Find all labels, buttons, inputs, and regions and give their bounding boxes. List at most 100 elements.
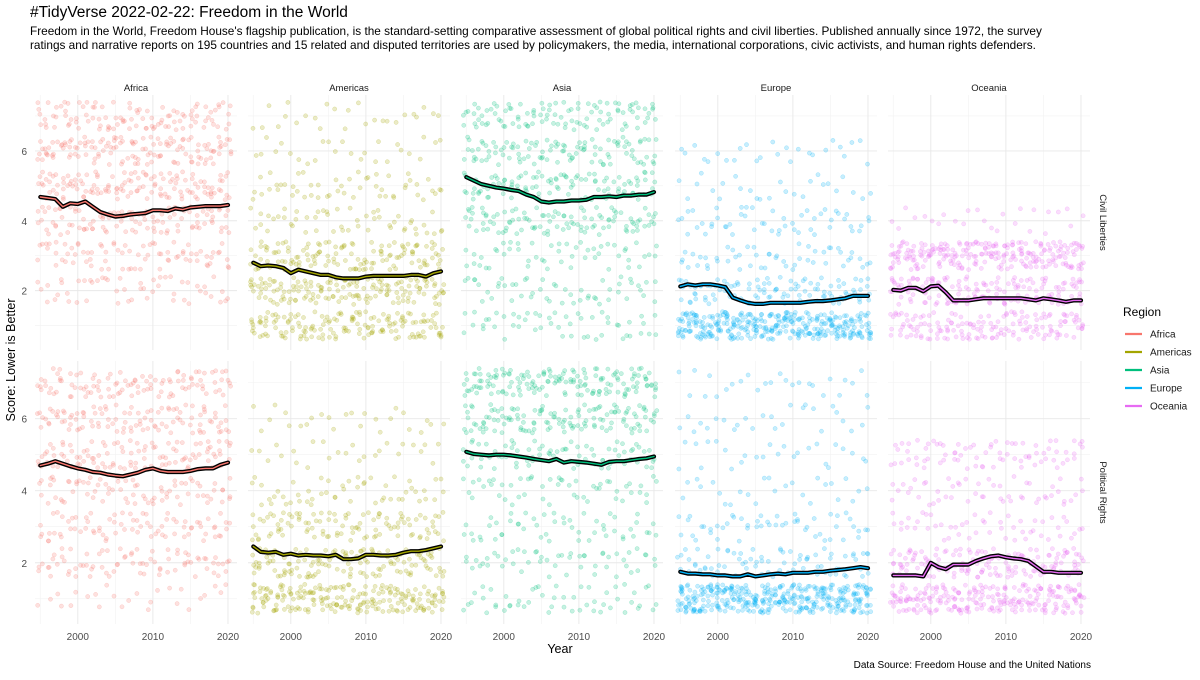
data-point-asia-political-rights: [575, 495, 579, 499]
data-point-africa-civil-liberties: [134, 124, 138, 128]
data-point-asia-civil-liberties: [608, 287, 612, 291]
data-point-africa-civil-liberties: [136, 253, 140, 257]
data-point-asia-civil-liberties: [486, 290, 490, 294]
data-point-africa-civil-liberties: [121, 160, 125, 164]
data-point-asia-political-rights: [539, 535, 543, 539]
data-point-asia-political-rights: [463, 393, 467, 397]
data-point-africa-civil-liberties: [85, 299, 89, 303]
data-point-europe-civil-liberties: [820, 319, 824, 323]
data-point-africa-political-rights: [94, 592, 98, 596]
data-point-americas-civil-liberties: [349, 252, 353, 256]
data-point-europe-civil-liberties: [767, 281, 771, 285]
data-point-europe-civil-liberties: [731, 248, 735, 252]
data-point-asia-civil-liberties: [597, 118, 601, 122]
data-point-asia-political-rights: [540, 385, 544, 389]
data-point-africa-civil-liberties: [67, 155, 71, 159]
data-point-africa-civil-liberties: [61, 187, 65, 191]
data-point-europe-civil-liberties: [688, 301, 692, 305]
data-point-oceania-civil-liberties: [905, 318, 909, 322]
data-point-africa-civil-liberties: [181, 251, 185, 255]
data-point-americas-civil-liberties: [327, 297, 331, 301]
data-point-europe-civil-liberties: [755, 159, 759, 163]
data-point-oceania-civil-liberties: [909, 267, 913, 271]
data-point-africa-civil-liberties: [195, 213, 199, 217]
data-point-africa-political-rights: [150, 441, 154, 445]
data-point-americas-civil-liberties: [438, 258, 442, 262]
data-point-americas-political-rights: [426, 599, 430, 603]
data-point-europe-political-rights: [683, 547, 687, 551]
data-point-africa-political-rights: [93, 489, 97, 493]
data-point-africa-political-rights: [120, 511, 124, 515]
data-point-americas-political-rights: [298, 511, 302, 515]
data-point-europe-political-rights: [688, 394, 692, 398]
data-point-europe-civil-liberties: [823, 207, 827, 211]
data-point-americas-civil-liberties: [391, 194, 395, 198]
data-point-africa-political-rights: [149, 418, 153, 422]
data-point-oceania-civil-liberties: [1051, 252, 1055, 256]
data-point-oceania-civil-liberties: [960, 322, 964, 326]
data-point-africa-political-rights: [96, 466, 100, 470]
data-point-africa-civil-liberties: [221, 101, 225, 105]
data-point-africa-political-rights: [48, 597, 52, 601]
data-point-oceania-civil-liberties: [966, 246, 970, 250]
data-point-asia-civil-liberties: [635, 228, 639, 232]
data-point-asia-political-rights: [478, 535, 482, 539]
data-point-europe-civil-liberties: [752, 228, 756, 232]
data-point-americas-political-rights: [377, 567, 381, 571]
data-point-europe-civil-liberties: [773, 326, 777, 330]
data-point-americas-civil-liberties: [414, 335, 418, 339]
data-point-africa-political-rights: [112, 520, 116, 524]
data-point-europe-civil-liberties: [731, 316, 735, 320]
data-point-asia-political-rights: [597, 393, 601, 397]
data-point-asia-civil-liberties: [476, 147, 480, 151]
data-point-asia-political-rights: [471, 538, 475, 542]
data-point-asia-political-rights: [653, 388, 657, 392]
data-point-asia-civil-liberties: [572, 301, 576, 305]
data-point-asia-political-rights: [579, 585, 583, 589]
data-point-americas-political-rights: [321, 529, 325, 533]
data-point-europe-civil-liberties: [843, 332, 847, 336]
data-point-oceania-civil-liberties: [1005, 246, 1009, 250]
data-point-americas-civil-liberties: [440, 228, 444, 232]
data-point-africa-civil-liberties: [206, 186, 210, 190]
data-point-africa-civil-liberties: [54, 173, 58, 177]
data-point-asia-civil-liberties: [642, 294, 646, 298]
data-point-americas-civil-liberties: [347, 177, 351, 181]
data-point-asia-civil-liberties: [579, 177, 583, 181]
data-point-americas-political-rights: [307, 489, 311, 493]
data-point-africa-political-rights: [133, 466, 137, 470]
data-point-asia-political-rights: [525, 382, 529, 386]
data-point-asia-civil-liberties: [585, 117, 589, 121]
data-point-asia-political-rights: [516, 376, 520, 380]
data-point-americas-civil-liberties: [333, 149, 337, 153]
data-point-europe-civil-liberties: [833, 325, 837, 329]
data-point-asia-political-rights: [463, 404, 467, 408]
data-point-oceania-civil-liberties: [1046, 210, 1050, 214]
data-point-americas-political-rights: [414, 563, 418, 567]
data-point-americas-political-rights: [327, 534, 331, 538]
data-point-africa-political-rights: [97, 388, 101, 392]
data-point-asia-political-rights: [489, 392, 493, 396]
data-point-asia-political-rights: [492, 467, 496, 471]
data-point-europe-political-rights: [706, 604, 710, 608]
data-point-oceania-civil-liberties: [974, 254, 978, 258]
data-point-asia-civil-liberties: [554, 144, 558, 148]
data-point-americas-political-rights: [366, 605, 370, 609]
data-point-asia-civil-liberties: [467, 138, 471, 142]
data-point-africa-political-rights: [75, 480, 79, 484]
data-point-americas-civil-liberties: [317, 336, 321, 340]
data-point-americas-civil-liberties: [372, 210, 376, 214]
data-point-asia-civil-liberties: [636, 197, 640, 201]
data-point-asia-political-rights: [477, 366, 481, 370]
data-point-oceania-civil-liberties: [1072, 284, 1076, 288]
data-point-asia-political-rights: [532, 427, 536, 431]
data-point-africa-civil-liberties: [178, 119, 182, 123]
data-point-europe-political-rights: [700, 525, 704, 529]
data-point-americas-civil-liberties: [395, 256, 399, 260]
data-point-asia-political-rights: [582, 495, 586, 499]
data-point-africa-political-rights: [56, 372, 60, 376]
data-point-asia-civil-liberties: [533, 328, 537, 332]
data-point-americas-political-rights: [377, 449, 381, 453]
data-point-americas-civil-liberties: [340, 295, 344, 299]
data-point-africa-civil-liberties: [144, 126, 148, 130]
